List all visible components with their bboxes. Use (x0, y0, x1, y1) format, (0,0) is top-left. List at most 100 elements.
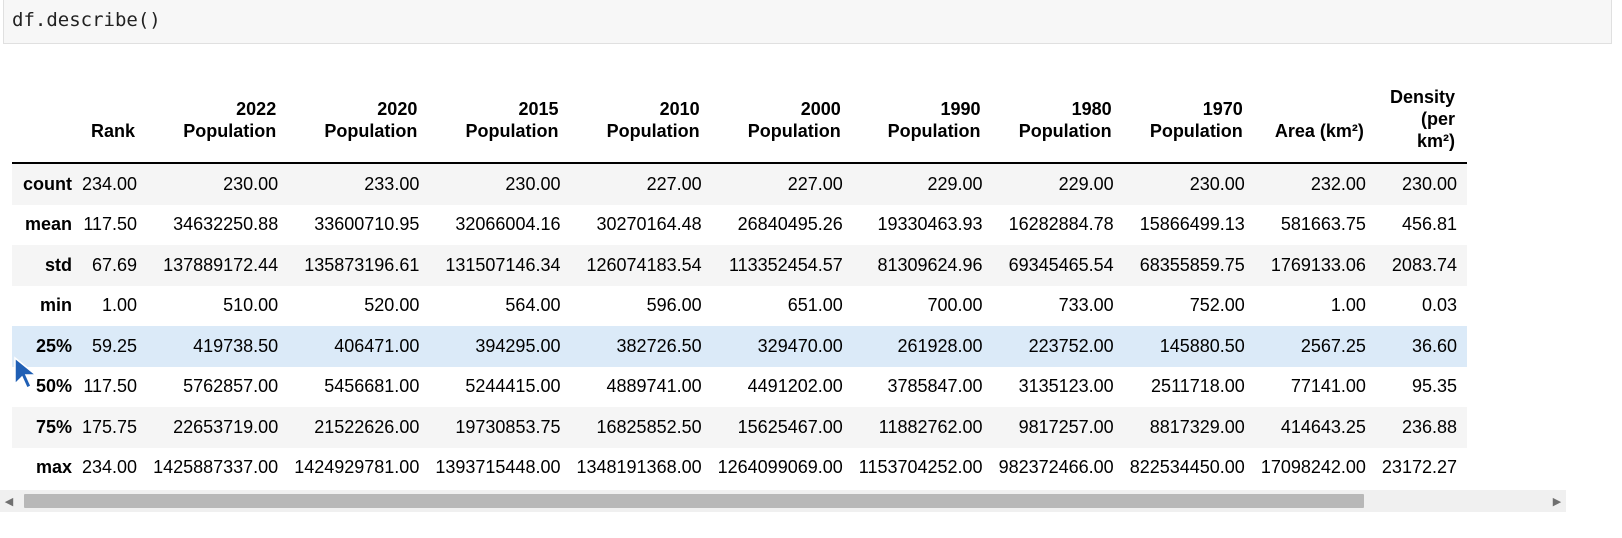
row-label: max (35, 457, 72, 478)
table-cell: 137889172.44 (163, 254, 279, 275)
code-text: df.describe() (12, 9, 161, 31)
table-row: 50% 117.50 5762857.00 5456681.00 5244415.00 4… (12, 366, 1467, 407)
table-cell: 227.00 (787, 173, 843, 194)
row-label: 75% (35, 416, 72, 437)
table-cell: 581663.75 (1280, 214, 1366, 235)
col-header-1980-population: 1980 Population (992, 70, 1124, 164)
table-cell: 229.00 (1058, 173, 1114, 194)
table-row: min 1.00 510.00 520.00 564.00 596.00 651.00 700… (12, 285, 1467, 326)
table-cell: 520.00 (364, 295, 420, 316)
table-cell: 4491202.00 (747, 376, 843, 397)
table-cell: 16825852.50 (596, 416, 702, 437)
table-cell: 17098242.00 (1260, 457, 1366, 478)
arrow-left-icon[interactable]: ◀ (4, 495, 14, 508)
table-cell: 19330463.93 (877, 214, 983, 235)
table-cell: 1393715448.00 (435, 457, 561, 478)
table-cell: 131507146.34 (445, 254, 561, 275)
code-cell-input[interactable]: df.describe() (3, 0, 1612, 44)
table-cell: 233.00 (364, 173, 420, 194)
table-cell: 5762857.00 (183, 376, 279, 397)
table-cell: 36.60 (1411, 335, 1457, 356)
table-row: std 67.69 137889172.44 135873196.61 13150714… (12, 245, 1467, 286)
table-cell: 33600710.95 (314, 214, 420, 235)
table-cell: 406471.00 (334, 335, 420, 356)
table-cell: 1424929781.00 (294, 457, 420, 478)
table-cell: 32066004.16 (455, 214, 561, 235)
table-cell: 21522626.00 (314, 416, 420, 437)
row-label: 50% (35, 376, 72, 397)
table-cell: 175.75 (82, 416, 138, 437)
table-cell: 822534450.00 (1129, 457, 1245, 478)
table-cell: 700.00 (927, 295, 983, 316)
table-cell: 227.00 (646, 173, 702, 194)
table-cell: 1348191368.00 (576, 457, 702, 478)
mouse-cursor-icon (14, 356, 39, 390)
table-cell: 11882762.00 (878, 416, 983, 437)
col-header-1990-population: 1990 Population (852, 70, 993, 164)
row-label: 25% (35, 335, 72, 356)
table-cell: 1769133.06 (1270, 254, 1366, 275)
table-cell: 16282884.78 (1008, 214, 1114, 235)
table-cell: 234.00 (82, 173, 138, 194)
table-cell: 223752.00 (1028, 335, 1114, 356)
table-cell: 8817329.00 (1149, 416, 1245, 437)
table-cell: 234.00 (82, 457, 138, 478)
table-cell: 230.00 (1189, 173, 1245, 194)
table-cell: 651.00 (787, 295, 843, 316)
table-cell: 113352454.57 (728, 254, 843, 275)
table-cell: 5456681.00 (324, 376, 420, 397)
col-header-2022-population: 2022 Population (147, 70, 289, 164)
table-cell: 95.35 (1411, 376, 1457, 397)
table-cell: 236.88 (1401, 416, 1457, 437)
table-cell: 1153704252.00 (858, 457, 983, 478)
describe-table: Rank 2022 Population 2020 Population 2015 P… (12, 70, 1467, 488)
table-cell: 329470.00 (757, 335, 843, 356)
table-cell: 59.25 (92, 335, 138, 356)
scrollbar-thumb[interactable] (24, 494, 1364, 508)
table-cell: 564.00 (505, 295, 561, 316)
table-row: max 234.00 1425887337.00 1424929781.00 13937… (12, 447, 1467, 488)
table-cell: 982372466.00 (998, 457, 1114, 478)
table-cell: 3135123.00 (1018, 376, 1114, 397)
table-cell: 23172.27 (1381, 457, 1457, 478)
table-cell: 9817257.00 (1018, 416, 1114, 437)
table-cell: 1.00 (1330, 295, 1366, 316)
col-header-2015-population: 2015 Population (429, 70, 571, 164)
horizontal-scrollbar[interactable]: ◀ ▶ (0, 490, 1566, 512)
table-cell: 81309624.96 (877, 254, 983, 275)
table-cell: 117.50 (83, 376, 138, 397)
col-header-2010-population: 2010 Population (570, 70, 712, 164)
table-cell: 414643.25 (1280, 416, 1366, 437)
table-cell: 68355859.75 (1139, 254, 1245, 275)
table-cell: 394295.00 (475, 335, 561, 356)
table-cell: 1264099069.00 (717, 457, 843, 478)
table-cell: 69345465.54 (1008, 254, 1114, 275)
table-cell: 1.00 (102, 295, 138, 316)
table-cell: 596.00 (646, 295, 702, 316)
table-cell: 1425887337.00 (153, 457, 279, 478)
table-cell: 15866499.13 (1139, 214, 1245, 235)
col-header-2000-population: 2000 Population (711, 70, 853, 164)
table-cell: 34632250.88 (173, 214, 279, 235)
table-row: 25% 59.25 419738.50 406471.00 394295.00 38272… (12, 326, 1467, 367)
arrow-right-icon[interactable]: ▶ (1552, 495, 1562, 508)
table-cell: 126074183.54 (586, 254, 702, 275)
table-cell: 2083.74 (1391, 254, 1457, 275)
table-row: 75% 175.75 22653719.00 21522626.00 19730853.… (12, 407, 1467, 448)
table-row: count 234.00 230.00 233.00 230.00 227.00 227.0… (12, 163, 1467, 205)
row-label: count (23, 173, 72, 194)
table-cell: 752.00 (1189, 295, 1245, 316)
table-cell: 22653719.00 (173, 416, 279, 437)
row-label: min (39, 295, 72, 316)
col-header-density: Density (per km²) (1375, 70, 1467, 164)
table-cell: 135873196.61 (304, 254, 420, 275)
table-cell: 3785847.00 (887, 376, 983, 397)
table-cell: 2511718.00 (1151, 376, 1245, 397)
table-cell: 261928.00 (897, 335, 983, 356)
table-cell: 26840495.26 (737, 214, 843, 235)
table-cell: 230.00 (223, 173, 279, 194)
table-cell: 230.00 (1401, 173, 1457, 194)
table-cell: 733.00 (1058, 295, 1114, 316)
table-cell: 117.50 (83, 214, 138, 235)
table-cell: 229.00 (927, 173, 983, 194)
